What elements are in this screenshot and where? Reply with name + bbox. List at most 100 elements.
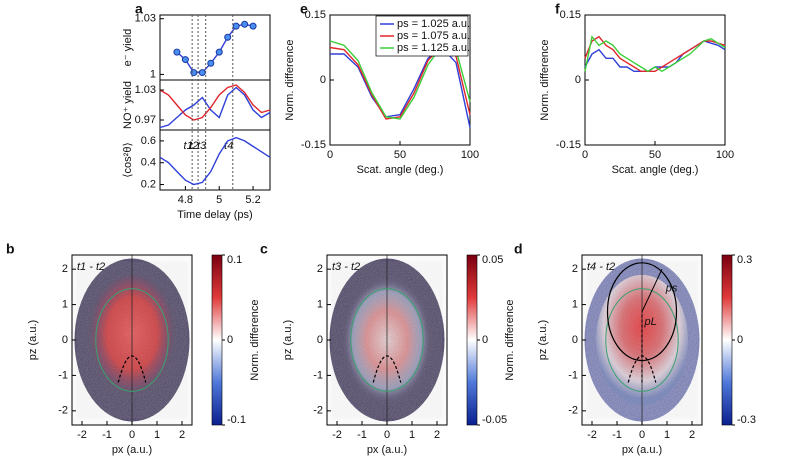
y-tick-label: 0.15 [305, 9, 326, 21]
plot-frame [159, 129, 271, 191]
vec-ps [641, 268, 663, 312]
series-line [329, 44, 471, 120]
y-tick-label: -2 [58, 405, 68, 417]
marker [249, 22, 257, 30]
heatmap-image [584, 255, 700, 425]
x-tick-label: 0 [582, 149, 588, 161]
panel-label: c [260, 241, 268, 257]
y-tick-label: 0 [317, 334, 323, 346]
marker [232, 22, 240, 30]
inset-label: t1 - t2 [77, 261, 105, 273]
marker [181, 56, 189, 64]
colorbar [721, 254, 733, 426]
marker [207, 59, 215, 67]
y-tick-label: 1 [62, 298, 68, 310]
y-axis-label: pz (a.u.) [27, 320, 39, 360]
x-tick-label: 0 [129, 429, 135, 441]
x-tick-label: 1 [409, 429, 415, 441]
y-tick-label: 1 [150, 68, 156, 80]
x-axis-label: px (a.u.) [622, 444, 662, 456]
colorbar-tick-label: 0 [737, 334, 743, 346]
x-tick-label: -1 [102, 429, 112, 441]
green-ring [95, 288, 169, 392]
x-tick-label: 0 [327, 149, 333, 161]
x-tick-label: 4.8 [178, 194, 193, 206]
heatmap-image [329, 255, 445, 425]
y-tick-label: -1 [313, 369, 323, 381]
green-ring [350, 288, 424, 392]
panel-label: f [555, 1, 560, 17]
series-line [584, 35, 726, 73]
marker [198, 69, 206, 77]
colorbar-tick-label: -0.1 [227, 414, 246, 426]
y-tick-label: 0 [572, 334, 578, 346]
colorbar-tick-label: 0 [227, 334, 233, 346]
colorbar-tick-label: 0.1 [227, 254, 242, 266]
series-line [176, 23, 254, 74]
y-tick-label: -0.15 [301, 139, 326, 151]
colorbar-label: Norm. difference [249, 299, 261, 380]
y-tick-label: -1 [568, 369, 578, 381]
y-axis-label: ⟨cos²θ⟩ [122, 142, 134, 177]
x-tick-label: -2 [587, 429, 597, 441]
x-tick-label: 0 [639, 429, 645, 441]
colorbar [466, 254, 478, 426]
marker [241, 20, 249, 28]
y-axis-label: Norm. difference [539, 39, 551, 120]
x-tick-label: 50 [649, 149, 661, 161]
y-tick-label: 1 [572, 298, 578, 310]
y-tick-label: 2 [572, 263, 578, 275]
legend-label: ps = 1.025 a.u. [397, 18, 470, 30]
panel-label: b [6, 241, 15, 257]
x-tick-label: -1 [612, 429, 622, 441]
series-line [159, 84, 271, 121]
x-axis-label: px (a.u.) [112, 444, 152, 456]
caustic [372, 355, 402, 383]
heatmap-image [74, 255, 190, 425]
colorbar-tick-label: 0.3 [737, 254, 752, 266]
x-tick-label: 2 [689, 429, 695, 441]
x-tick-label: 2 [434, 429, 440, 441]
x-tick-label: 2 [179, 429, 185, 441]
y-tick-label: 0.4 [141, 157, 156, 169]
y-tick-label: 1 [317, 298, 323, 310]
y-axis-label: pz (a.u.) [537, 320, 549, 360]
colorbar-tick-label: -0.3 [737, 414, 756, 426]
colorbar-tick-label: 0.05 [482, 254, 503, 266]
marker [215, 48, 223, 56]
legend-label: ps = 1.125 a.u. [397, 42, 470, 54]
series-line [159, 136, 271, 186]
x-tick-label: 50 [394, 149, 406, 161]
inset-label: t3 - t2 [332, 261, 360, 273]
x-axis-label: Time delay (ps) [177, 209, 252, 221]
colorbar [211, 254, 223, 426]
x-axis-label: Scat. angle (deg.) [612, 164, 699, 176]
annotation: t2 [189, 140, 198, 152]
x-tick-label: 100 [461, 149, 479, 161]
y-tick-label: -0.15 [556, 139, 581, 151]
note: pL [644, 316, 657, 328]
panel-label: a [135, 1, 143, 17]
x-tick-label: 1 [154, 429, 160, 441]
y-tick-label: -1 [58, 369, 68, 381]
y-tick-label: 0.2 [141, 178, 156, 190]
y-axis-label: Norm. difference [284, 39, 296, 120]
y-tick-label: 1.03 [135, 13, 156, 25]
x-tick-label: 100 [716, 149, 734, 161]
y-tick-label: 0.97 [135, 114, 156, 126]
legend-label: ps = 1.075 a.u. [397, 30, 470, 42]
x-tick-label: 5.2 [245, 194, 260, 206]
colorbar-tick-label: 0 [482, 334, 488, 346]
y-tick-label: 0.15 [560, 9, 581, 21]
y-tick-label: -2 [313, 405, 323, 417]
series-line [159, 86, 271, 129]
annotation: t4 [224, 140, 233, 152]
y-tick-label: 0 [575, 74, 581, 86]
colorbar-tick-label: -0.05 [482, 414, 507, 426]
y-axis-label: NO⁺ yield [122, 81, 134, 129]
y-tick-label: 2 [62, 263, 68, 275]
y-tick-label: 0 [62, 334, 68, 346]
x-axis-label: Scat. angle (deg.) [357, 164, 444, 176]
x-tick-label: -2 [77, 429, 87, 441]
